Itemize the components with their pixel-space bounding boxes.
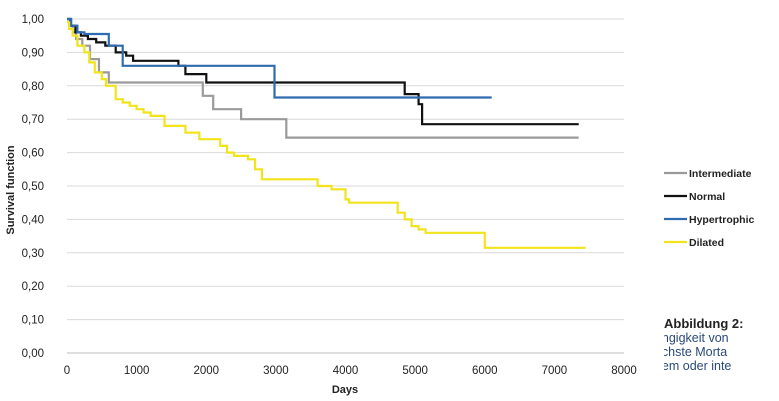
series-lines: [67, 17, 586, 249]
caption-title: Abbildung 2:: [664, 317, 744, 331]
legend-item-hypertrophic: Hypertrophic: [664, 214, 755, 226]
caption-line-1: hängigkeit von: [664, 331, 729, 345]
x-tick-label: 1000: [124, 365, 150, 377]
legend-item-intermediate: Intermediate: [664, 168, 752, 180]
y-tick-label: 0,10: [22, 315, 44, 327]
grid-lines: [67, 18, 624, 321]
legend-label: Normal: [689, 191, 725, 203]
y-tick-label: 1,00: [22, 14, 44, 26]
caption-line-3: phem oder inte: [664, 359, 732, 373]
x-tick-label: 8000: [611, 365, 637, 377]
x-axis-ticks: 0 1000 2000 3000 4000 5000 6000 7000 8000: [64, 365, 637, 377]
legend-label: Intermediate: [689, 168, 752, 180]
y-tick-label: 0,80: [22, 81, 44, 93]
x-tick-label: 4000: [333, 365, 359, 377]
y-tick-label: 0,70: [22, 114, 44, 126]
y-tick-label: 0,00: [22, 348, 44, 360]
x-tick-label: 6000: [472, 365, 498, 377]
series-line-normal: [67, 17, 579, 126]
x-tick-label: 5000: [402, 365, 428, 377]
y-axis-title: Survival function: [5, 145, 17, 235]
legend: Intermediate Normal Hypertrophic Dilated: [664, 168, 755, 249]
legend-label: Dilated: [689, 237, 724, 249]
series-line-dilated: [67, 21, 586, 249]
y-tick-label: 0,30: [22, 248, 44, 260]
y-tick-label: 0,90: [22, 47, 44, 59]
figure-caption: Abbildung 2: hängigkeit von höchste Mort…: [664, 317, 779, 401]
caption-line-2: höchste Morta: [664, 345, 728, 359]
x-tick-label: 7000: [542, 365, 568, 377]
y-tick-label: 0,20: [22, 281, 44, 293]
x-tick-label: 2000: [193, 365, 219, 377]
legend-item-normal: Normal: [664, 191, 725, 203]
y-axis-ticks: 0,00 0,10 0,20 0,30 0,40 0,50 0,60 0,70 0,80 0,90…: [22, 14, 44, 360]
x-tick-label: 0: [64, 365, 70, 377]
y-tick-label: 0,60: [22, 148, 44, 160]
legend-item-dilated: Dilated: [664, 237, 724, 249]
y-tick-label: 0,50: [22, 181, 44, 193]
series-line-intermediate: [67, 17, 579, 139]
legend-label: Hypertrophic: [689, 214, 755, 226]
x-tick-label: 3000: [263, 365, 289, 377]
series-line-hypertrophic: [67, 17, 492, 99]
x-axis-title: Days: [332, 384, 358, 396]
y-tick-label: 0,40: [22, 214, 44, 226]
